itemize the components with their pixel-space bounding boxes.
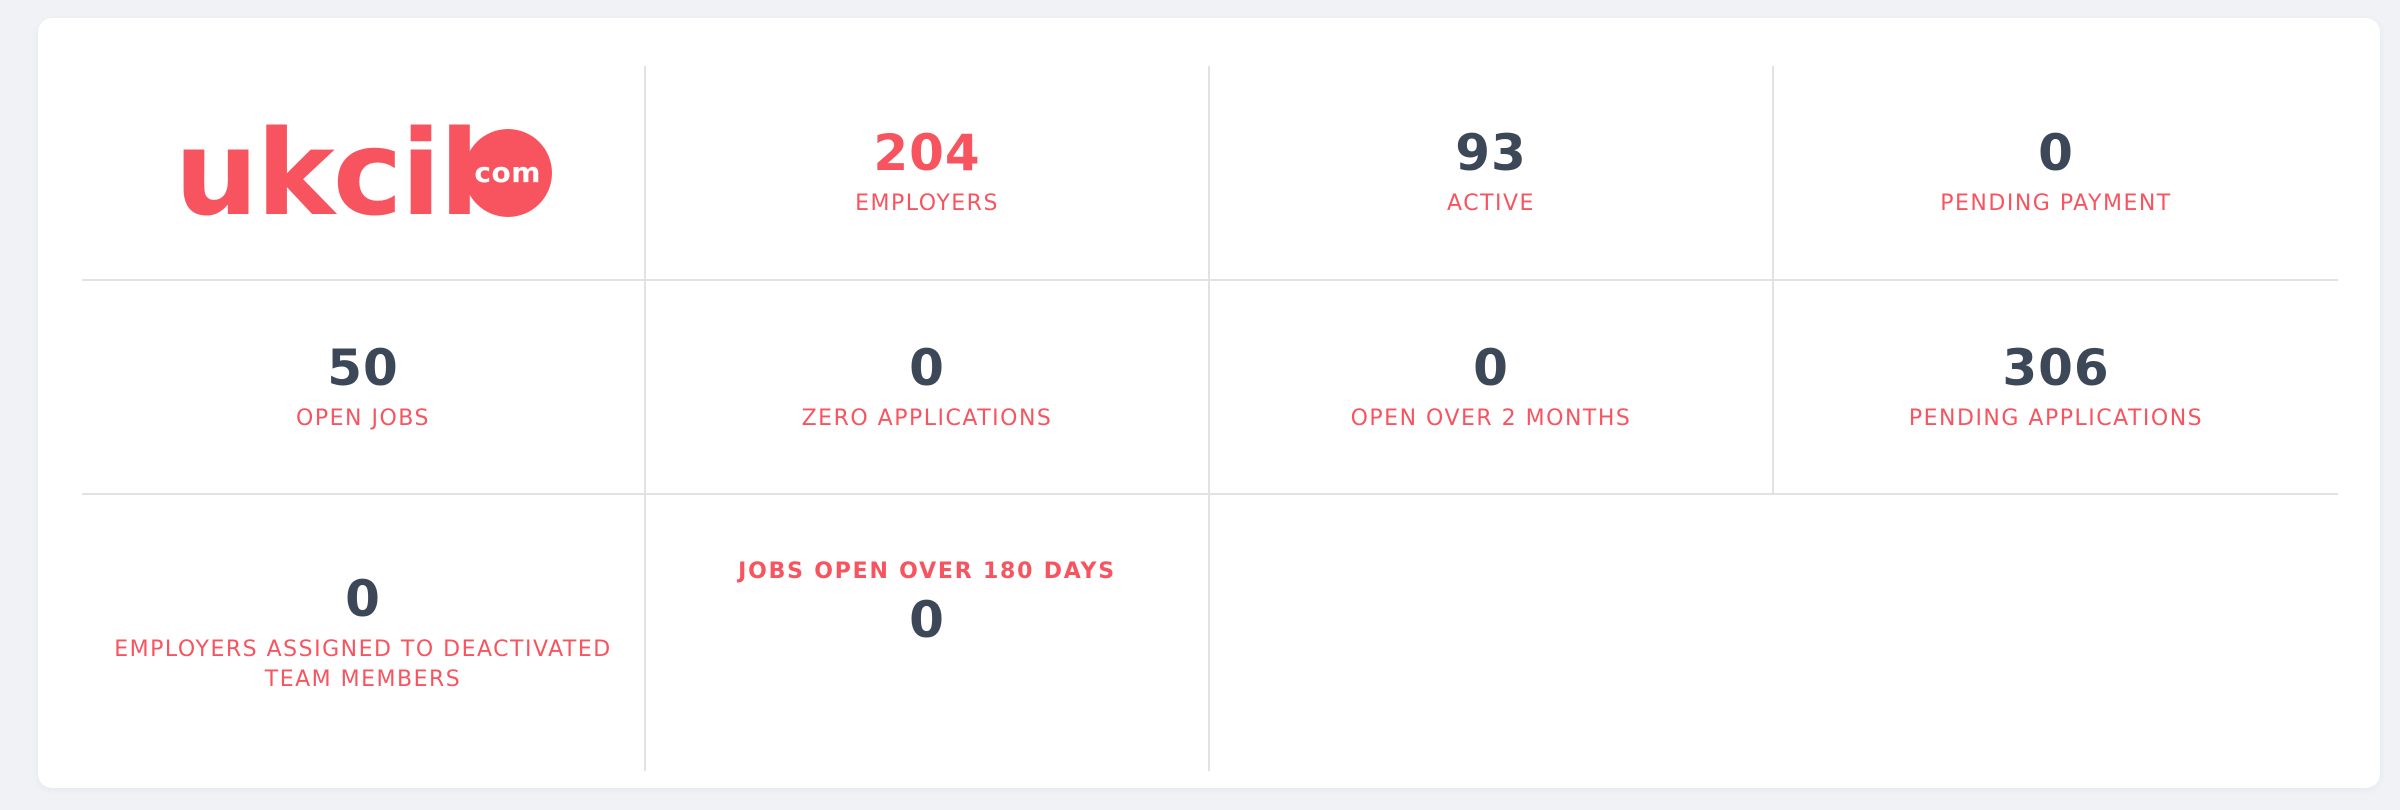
stat-value: 306 bbox=[2002, 338, 2110, 397]
stat-employers-deactivated-team-members: 0 EMPLOYERS ASSIGNED TO DEACTIVATED TEAM… bbox=[82, 495, 646, 771]
stat-value: 0 bbox=[1473, 338, 1509, 397]
stat-value: 0 bbox=[909, 338, 945, 397]
stats-grid: ukcil com 204 EMPLOYERS 93 ACTIVE 0 PEND… bbox=[82, 66, 2338, 771]
stat-jobs-open-over-180-days: JOBS OPEN OVER 180 DAYS 0 bbox=[646, 495, 1210, 771]
stat-active: 93 ACTIVE bbox=[1210, 66, 1774, 281]
stat-open-jobs: 50 OPEN JOBS bbox=[82, 281, 646, 495]
logo-wordmark: ukcil bbox=[174, 103, 479, 242]
stat-label: OPEN OVER 2 MONTHS bbox=[1350, 405, 1632, 431]
stat-label: PENDING PAYMENT bbox=[1940, 191, 2172, 216]
stat-label: PENDING APPLICATIONS bbox=[1908, 405, 2204, 431]
stat-value: 0 bbox=[909, 591, 945, 649]
stat-employers: 204 EMPLOYERS bbox=[646, 66, 1210, 281]
stat-value: 93 bbox=[1455, 124, 1527, 182]
stat-zero-applications: 0 ZERO APPLICATIONS bbox=[646, 281, 1210, 495]
stat-pending-payment: 0 PENDING PAYMENT bbox=[1774, 66, 2338, 281]
stat-value: 50 bbox=[327, 338, 399, 397]
empty-cell bbox=[1210, 495, 2338, 771]
stat-label: EMPLOYERS ASSIGNED TO DEACTIVATED TEAM M… bbox=[114, 636, 612, 692]
stat-pending-applications: 306 PENDING APPLICATIONS bbox=[1774, 281, 2338, 495]
stat-label: ACTIVE bbox=[1447, 191, 1535, 216]
stat-label: OPEN JOBS bbox=[296, 405, 430, 431]
logo-badge-label: com bbox=[474, 155, 541, 189]
logo-com-badge-icon: com bbox=[463, 128, 552, 217]
logo-cell: ukcil com bbox=[82, 66, 646, 281]
stats-summary-card: ukcil com 204 EMPLOYERS 93 ACTIVE 0 PEND… bbox=[38, 18, 2380, 788]
stat-value: 0 bbox=[2038, 124, 2074, 182]
stat-open-over-2-months: 0 OPEN OVER 2 MONTHS bbox=[1210, 281, 1774, 495]
stat-label: EMPLOYERS bbox=[855, 191, 999, 216]
stat-value: 204 bbox=[873, 124, 981, 182]
stat-value: 0 bbox=[345, 569, 381, 628]
stat-label: ZERO APPLICATIONS bbox=[801, 405, 1053, 431]
ukcil-logo: ukcil com bbox=[174, 103, 552, 242]
stat-label: JOBS OPEN OVER 180 DAYS bbox=[738, 559, 1116, 584]
